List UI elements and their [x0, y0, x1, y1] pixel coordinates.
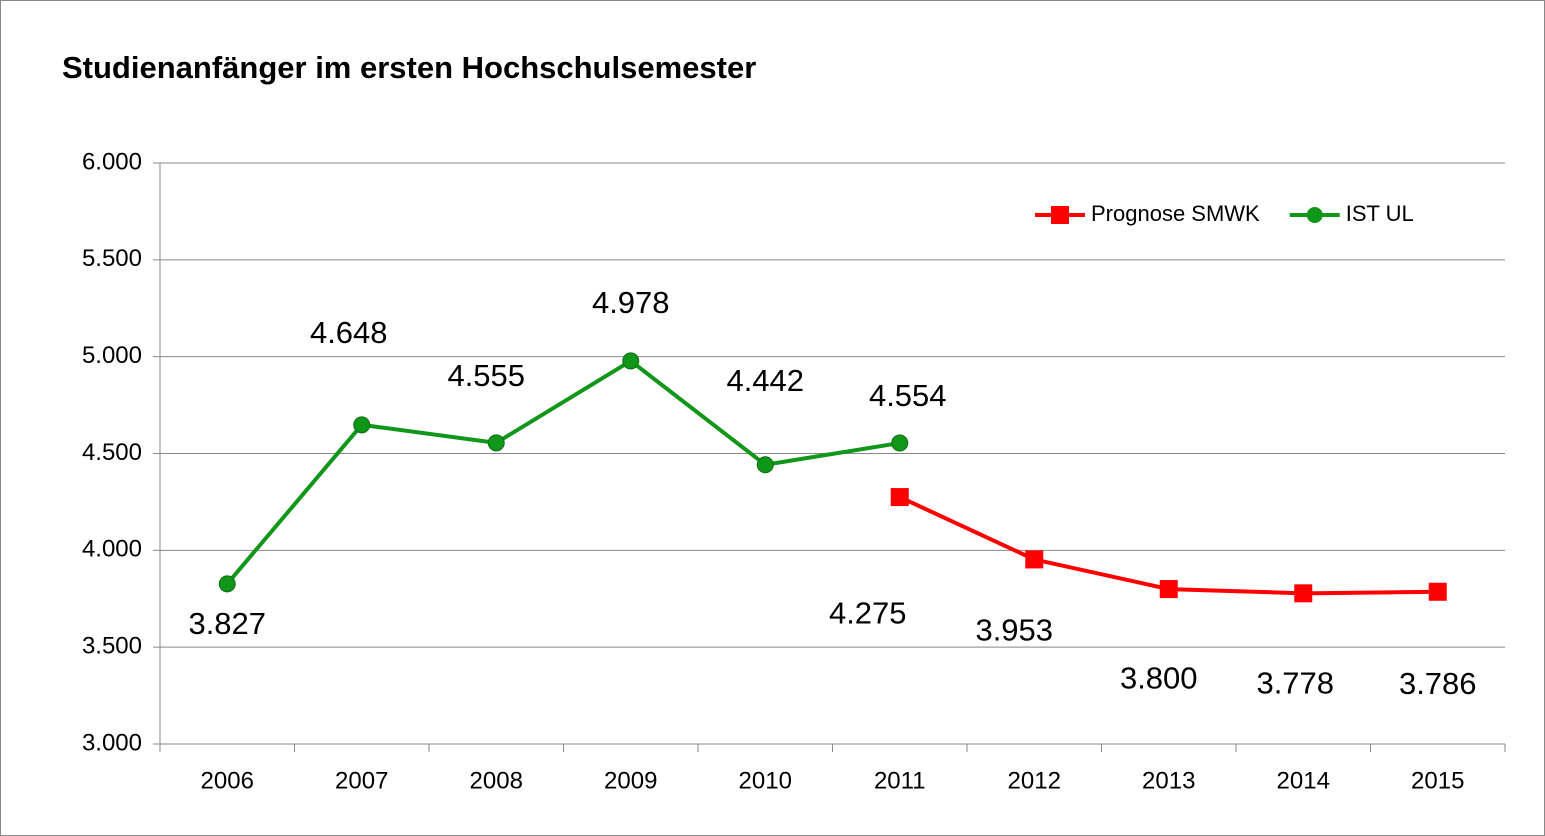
marker: [218, 575, 236, 593]
marker: [1428, 582, 1447, 601]
data-label: 3.800: [1120, 660, 1198, 695]
marker: [890, 488, 909, 507]
data-label: 3.953: [975, 613, 1053, 648]
marker: [1159, 580, 1178, 599]
data-label: 4.555: [447, 358, 525, 393]
marker: [353, 416, 371, 434]
data-label: 4.978: [592, 285, 670, 320]
marker: [891, 434, 909, 452]
legend-marker: [1051, 206, 1069, 224]
data-label: 4.442: [726, 363, 804, 398]
x-tick-label: 2012: [1008, 767, 1061, 794]
data-label: 3.778: [1256, 666, 1334, 701]
x-tick-label: 2014: [1277, 767, 1330, 794]
x-tick-label: 2007: [335, 767, 388, 794]
legend-marker: [1306, 207, 1323, 223]
data-label: 4.275: [829, 595, 907, 630]
data-label: 4.648: [310, 315, 388, 350]
x-tick-label: 2013: [1142, 767, 1195, 794]
y-tick-label: 3.000: [82, 729, 142, 756]
y-tick-label: 4.000: [82, 536, 142, 563]
legend-label: Prognose SMWK: [1091, 201, 1260, 226]
x-tick-label: 2011: [874, 767, 926, 794]
y-tick-label: 5.500: [82, 245, 142, 272]
marker: [1294, 584, 1313, 603]
data-label: 3.786: [1399, 666, 1477, 701]
x-tick-label: 2009: [604, 767, 657, 794]
series-line: [225, 358, 901, 586]
marker: [756, 456, 774, 474]
y-tick-label: 3.500: [82, 633, 142, 660]
marker: [622, 352, 640, 370]
x-tick-label: 2006: [201, 767, 254, 794]
legend-label: IST UL: [1346, 201, 1414, 226]
x-tick-label: 2008: [470, 767, 523, 794]
y-tick-label: 4.500: [82, 439, 142, 466]
x-tick-label: 2010: [739, 767, 792, 794]
chart-title: Studienanfänger im ersten Hochschulsemes…: [62, 50, 756, 85]
data-label: 3.827: [188, 606, 266, 641]
y-tick-label: 6.000: [82, 148, 142, 175]
data-label: 4.554: [869, 378, 947, 413]
y-tick-label: 5.000: [82, 342, 142, 369]
x-tick-label: 2015: [1411, 767, 1464, 794]
marker: [1025, 550, 1044, 569]
marker: [487, 434, 505, 452]
